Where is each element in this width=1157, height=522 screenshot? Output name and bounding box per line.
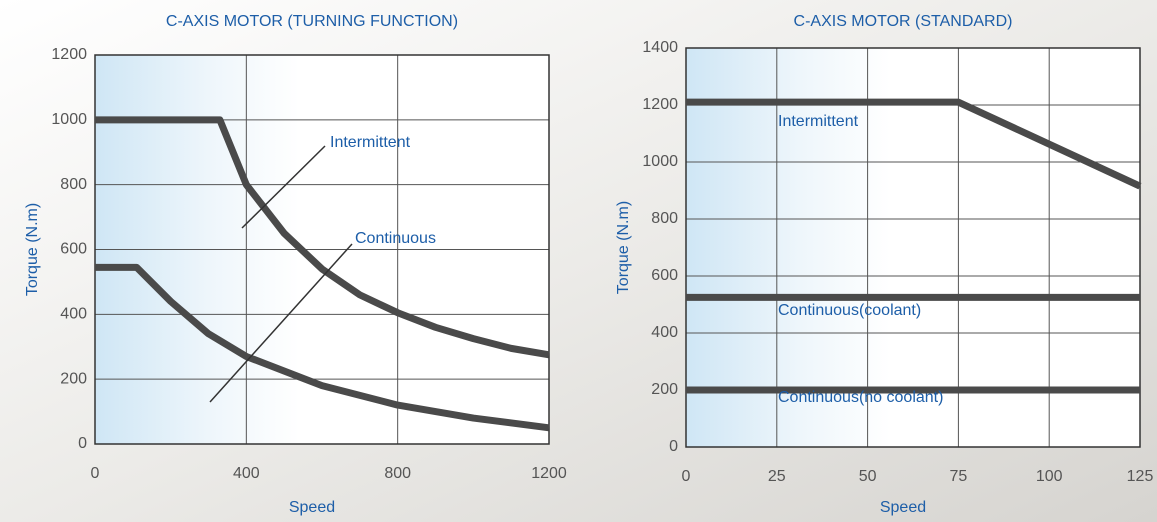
page: C-AXIS MOTOR (TURNING FUNCTION) 0 200 400 60… — [0, 0, 1157, 522]
chart-title: C-AXIS MOTOR (STANDARD) — [794, 13, 1013, 30]
y-axis-label: Torque (N.m) — [615, 201, 632, 294]
y-tick-label: 200 — [60, 370, 87, 387]
series-label: Intermittent — [330, 134, 411, 151]
y-tick-label: 600 — [651, 267, 678, 284]
y-tick-label: 1400 — [642, 39, 678, 56]
y-tick-label: 1200 — [642, 96, 678, 113]
y-tick-label: 1000 — [51, 111, 87, 128]
y-tick-label: 1000 — [642, 153, 678, 170]
series-label: Continuous(coolant) — [778, 302, 921, 319]
y-axis-label: Torque (N.m) — [24, 203, 41, 296]
y-tick-label: 800 — [651, 210, 678, 227]
x-axis-label: Speed — [289, 499, 335, 516]
y-tick-label: 400 — [651, 324, 678, 341]
x-tick-label: 1200 — [531, 465, 567, 482]
x-axis-label: Speed — [880, 499, 926, 516]
x-tick-label: 75 — [950, 468, 968, 485]
x-tick-label: 100 — [1036, 468, 1063, 485]
y-tick-label: 1200 — [51, 46, 87, 63]
x-tick-label: 0 — [91, 465, 100, 482]
y-tick-label: 800 — [60, 176, 87, 193]
y-tick-label: 600 — [60, 241, 87, 258]
x-tick-label: 0 — [682, 468, 691, 485]
y-tick-label: 200 — [651, 381, 678, 398]
y-tick-label: 0 — [78, 435, 87, 452]
x-tick-label: 800 — [384, 465, 411, 482]
x-tick-label: 50 — [859, 468, 877, 485]
x-tick-label: 25 — [768, 468, 786, 485]
series-label: Intermittent — [778, 113, 859, 130]
x-tick-label: 125 — [1127, 468, 1154, 485]
x-tick-label: 400 — [233, 465, 260, 482]
y-tick-label: 0 — [669, 438, 678, 455]
series-label: Continuous(no coolant) — [778, 389, 943, 406]
series-label: Continuous — [355, 230, 436, 247]
y-tick-label: 400 — [60, 306, 87, 323]
chart-title: C-AXIS MOTOR (TURNING FUNCTION) — [166, 13, 458, 30]
